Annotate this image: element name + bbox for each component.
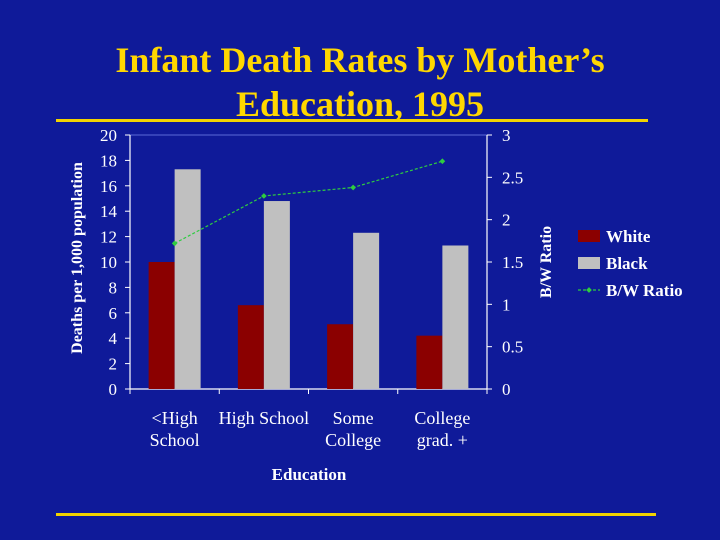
y-tick-label: 0 [109,380,118,399]
x-category-label: College [325,430,381,450]
x-category-label: grad. + [417,430,468,450]
bar-white [416,335,443,389]
y2-tick-label: 0 [502,380,511,399]
y-tick-label: 18 [100,151,117,170]
legend-label: White [606,227,651,246]
legend-label: B/W Ratio [606,281,683,300]
y-tick-label: 12 [100,228,117,247]
y2-tick-label: 1 [502,295,511,314]
footer-rule [56,513,656,516]
ratio-point [171,240,178,247]
legend-label: Black [606,254,648,273]
bar-black [442,245,469,389]
y-tick-label: 20 [100,126,117,145]
x-category-label: <High [152,408,198,428]
slide-title-line-1: Infant Death Rates by Mother’s [115,40,605,80]
bar-black [263,201,290,389]
y2-tick-label: 3 [502,126,511,145]
bar-white [327,324,354,389]
y2-tick-label: 1.5 [502,253,523,272]
ratio-point [439,158,446,165]
legend-swatch-black [578,257,600,269]
bar-white [148,262,175,389]
ratio-point [350,184,356,191]
title-underline [56,119,648,122]
bar-white [237,305,264,389]
y2-tick-label: 0.5 [502,338,523,357]
bar-black [174,169,201,389]
legend-marker-ratio [586,287,592,293]
y-tick-label: 2 [109,355,118,374]
x-category-label: School [150,430,200,450]
x-category-label: Some [333,408,374,428]
x-category-label: College [414,408,470,428]
ratio-point [261,193,267,199]
x-axis-title: Education [272,465,347,484]
legend-swatch-white [578,230,600,242]
y-tick-label: 4 [109,329,118,348]
y-tick-label: 6 [109,304,118,323]
slide-title: Infant Death Rates by Mother’s Education… [0,38,720,126]
y-axis-title: Deaths per 1,000 population [69,162,86,354]
x-category-label: High School [219,408,310,428]
y-tick-label: 8 [109,278,118,297]
y-tick-label: 14 [100,202,118,221]
y-tick-label: 16 [100,177,117,196]
y2-tick-label: 2 [502,211,511,230]
y2-axis-title: B/W Ratio [538,226,555,298]
bar-black [353,232,380,389]
slide-title-line-2: Education, 1995 [235,84,485,124]
ratio-line [174,160,443,244]
y-tick-label: 10 [100,253,117,272]
y2-tick-label: 2.5 [502,168,523,187]
